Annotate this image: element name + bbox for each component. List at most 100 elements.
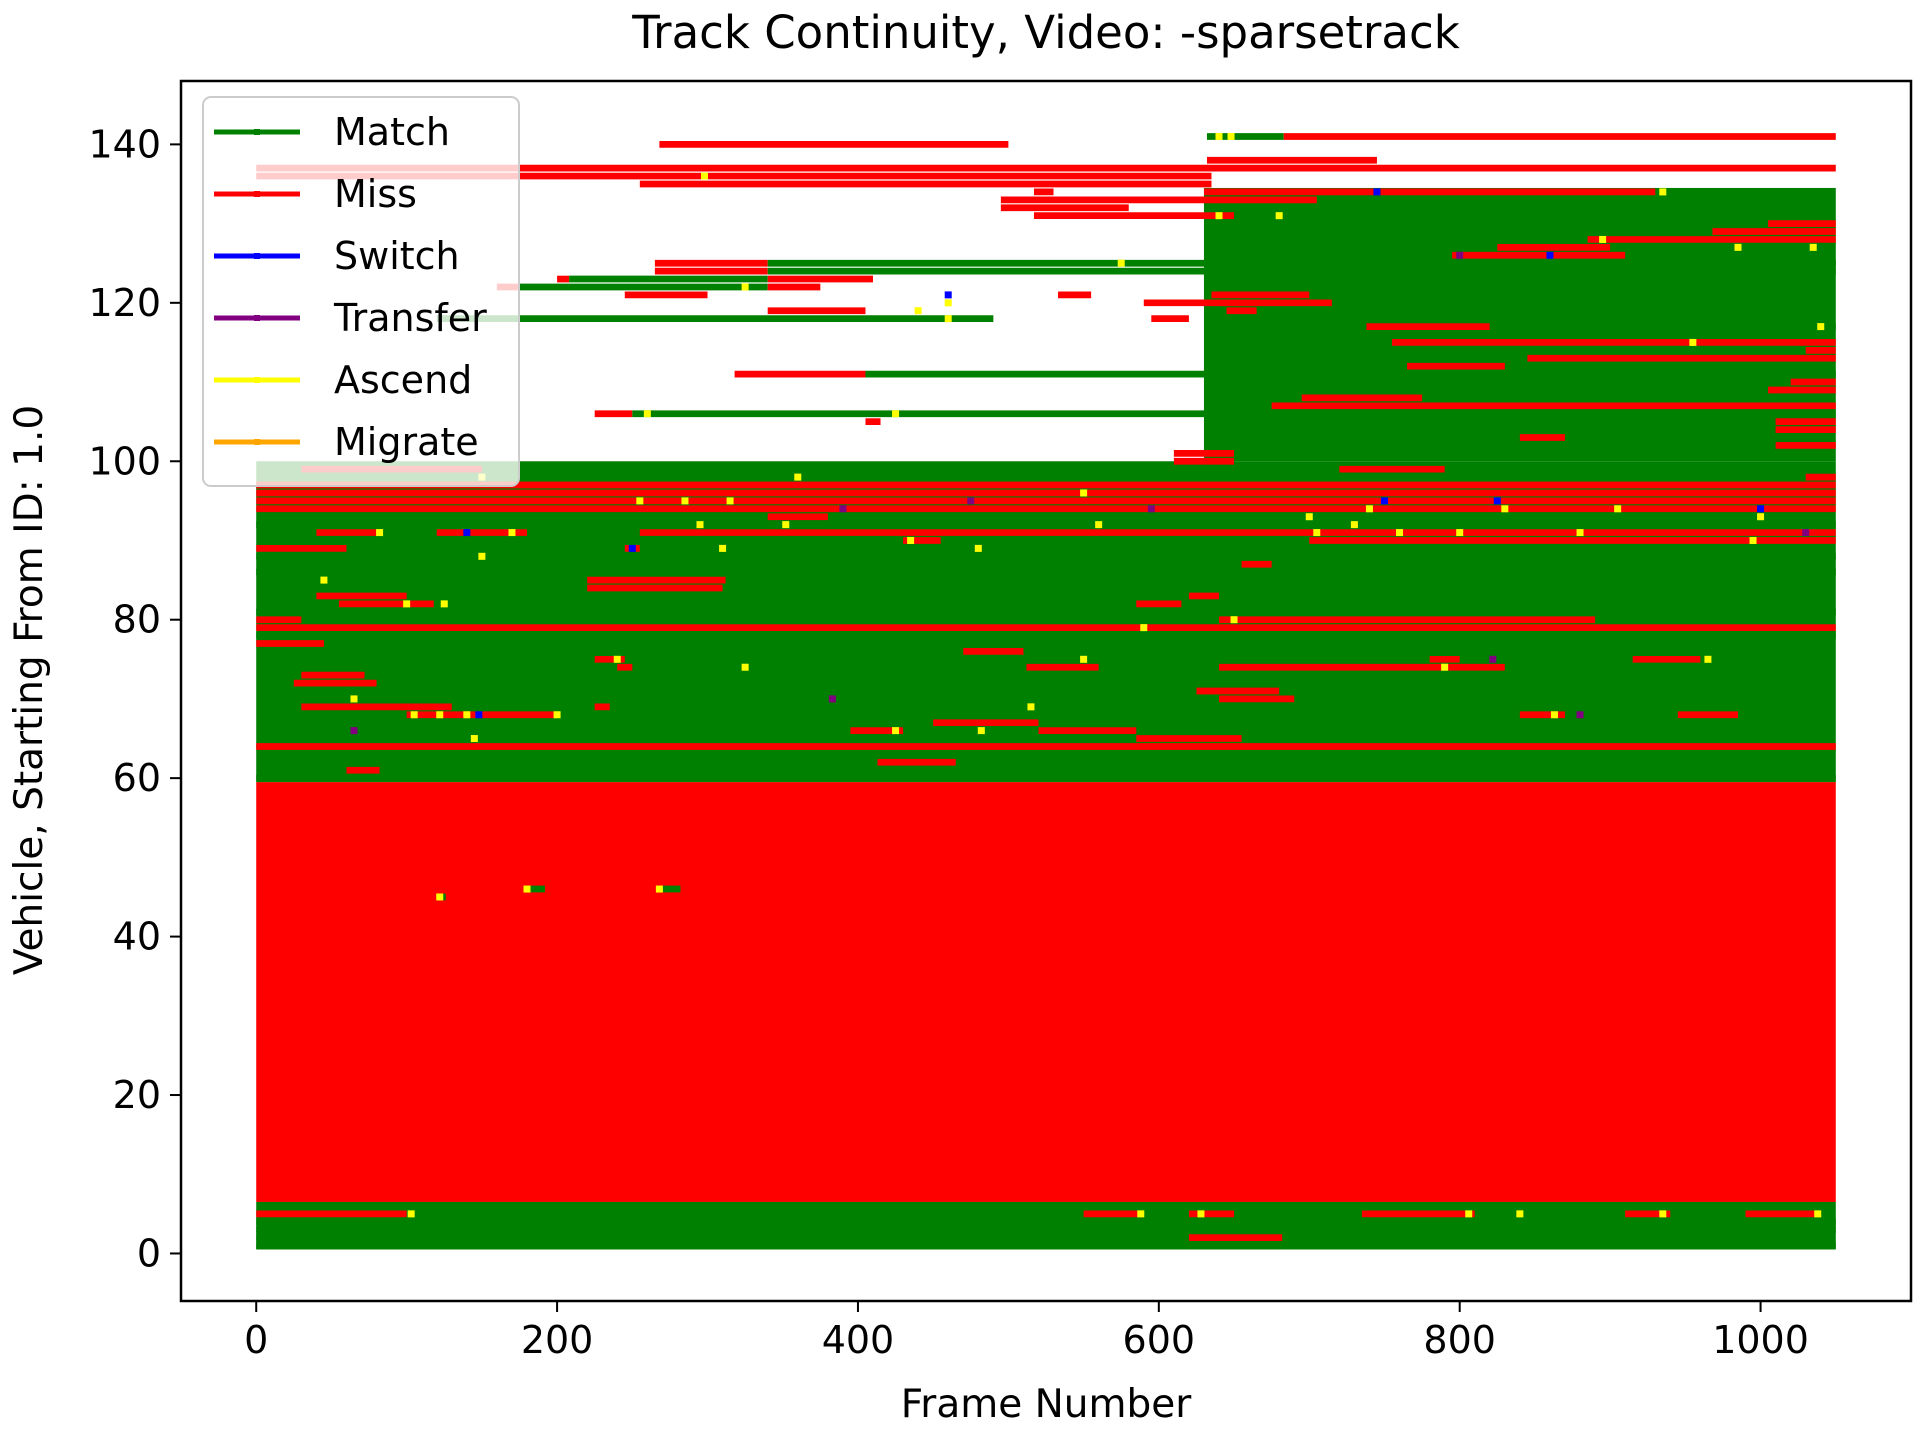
event-ascend-33 xyxy=(440,600,448,608)
event-ascend-88 xyxy=(1659,188,1667,196)
event-ascend-50 xyxy=(782,521,790,529)
event-ascend-5 xyxy=(1659,1210,1667,1218)
legend-marker-miss xyxy=(254,191,260,197)
event-switch-65 xyxy=(1380,497,1388,505)
event-ascend-12 xyxy=(892,727,900,735)
event-ascend-1 xyxy=(1137,1210,1145,1218)
event-ascend-61 xyxy=(636,497,644,505)
event-switch-66 xyxy=(1493,497,1501,505)
event-ascend-19 xyxy=(1550,711,1558,719)
event-ascend-47 xyxy=(1749,536,1757,544)
event-ascend-7 xyxy=(436,893,444,901)
y-axis-title: Vehicle, Starting From ID: 1.0 xyxy=(7,405,52,975)
event-ascend-16 xyxy=(463,711,471,719)
event-ascend-24 xyxy=(741,663,749,671)
y-axis-ticks: 0 20 40 60 80 100 120 140 xyxy=(88,122,181,1275)
legend-label-miss: Miss xyxy=(334,172,417,216)
legend-label-match: Match xyxy=(334,110,450,154)
marks-events xyxy=(320,132,1825,1218)
event-ascend-8 xyxy=(523,885,531,893)
event-ascend-18 xyxy=(553,711,561,719)
y-tick-label-100: 100 xyxy=(88,439,161,483)
event-ascend-86 xyxy=(1275,212,1283,220)
event-ascend-52 xyxy=(1350,521,1358,529)
event-ascend-31 xyxy=(1230,616,1238,624)
y-tick-label-60: 60 xyxy=(113,756,161,800)
event-ascend-75 xyxy=(914,307,922,315)
event-ascend-13 xyxy=(977,727,985,735)
y-tick-label-0: 0 xyxy=(137,1231,161,1275)
x-tick-label-800: 800 xyxy=(1423,1318,1496,1362)
x-axis-ticks: 0 200 400 600 800 1000 xyxy=(244,1301,1809,1362)
event-ascend-35 xyxy=(478,552,486,560)
track-block-match-2 xyxy=(256,1201,1836,1250)
event-transfer-22 xyxy=(828,695,836,703)
event-ascend-3 xyxy=(1465,1210,1473,1218)
x-axis-title: Frame Number xyxy=(901,1382,1193,1427)
legend-marker-ascend xyxy=(254,377,260,383)
event-ascend-83 xyxy=(1734,243,1742,251)
legend-items: Match Miss Switch Transfer Ascend Migrate xyxy=(214,110,487,464)
event-ascend-26 xyxy=(613,655,621,663)
event-ascend-79 xyxy=(1117,259,1125,267)
plot-area xyxy=(256,132,1836,1250)
event-ascend-10 xyxy=(470,735,478,743)
event-ascend-85 xyxy=(1215,212,1223,220)
event-transfer-55 xyxy=(1147,505,1155,513)
x-tick-label-1000: 1000 xyxy=(1712,1318,1809,1362)
event-ascend-72 xyxy=(1689,338,1697,346)
event-switch-38 xyxy=(628,544,636,552)
event-ascend-53 xyxy=(1757,513,1765,521)
event-transfer-11 xyxy=(350,727,358,735)
event-ascend-44 xyxy=(1396,529,1404,537)
event-transfer-64 xyxy=(967,497,975,505)
event-ascend-27 xyxy=(1080,655,1088,663)
event-ascend-62 xyxy=(681,497,689,505)
event-ascend-40 xyxy=(376,529,384,537)
y-tick-label-20: 20 xyxy=(113,1073,161,1117)
x-tick-label-0: 0 xyxy=(244,1318,268,1362)
legend-marker-migrate xyxy=(254,439,260,445)
event-ascend-58 xyxy=(1501,505,1509,513)
event-ascend-39 xyxy=(907,536,915,544)
x-tick-label-200: 200 xyxy=(521,1318,594,1362)
event-ascend-21 xyxy=(1027,703,1035,711)
legend-label-transfer: Transfer xyxy=(333,296,487,340)
event-ascend-23 xyxy=(350,695,358,703)
y-tick-label-40: 40 xyxy=(113,915,161,959)
event-ascend-45 xyxy=(1456,529,1464,537)
event-ascend-51 xyxy=(1095,521,1103,529)
event-ascend-70 xyxy=(643,410,651,418)
event-ascend-89 xyxy=(701,172,709,180)
event-ascend-15 xyxy=(436,711,444,719)
event-ascend-36 xyxy=(974,544,982,552)
event-switch-60 xyxy=(1757,505,1765,513)
event-ascend-2 xyxy=(1197,1210,1205,1218)
event-ascend-59 xyxy=(1614,505,1622,513)
event-switch-81 xyxy=(1546,251,1554,259)
legend-label-migrate: Migrate xyxy=(334,420,479,464)
event-ascend-0 xyxy=(407,1210,415,1218)
event-ascend-9 xyxy=(655,885,663,893)
plot-frame xyxy=(179,79,1913,1303)
event-ascend-74 xyxy=(944,315,952,323)
event-ascend-73 xyxy=(1817,323,1825,331)
legend-label-switch: Switch xyxy=(334,234,460,278)
event-ascend-25 xyxy=(1441,663,1449,671)
x-tick-label-600: 600 xyxy=(1123,1318,1196,1362)
legend-label-ascend: Ascend xyxy=(334,358,472,402)
y-tick-label-80: 80 xyxy=(113,598,161,642)
event-ascend-84 xyxy=(1809,243,1817,251)
event-ascend-6 xyxy=(1814,1210,1822,1218)
y-tick-label-120: 120 xyxy=(88,281,161,325)
legend-marker-match xyxy=(254,129,260,135)
legend-marker-transfer xyxy=(254,315,260,321)
event-ascend-63 xyxy=(726,497,734,505)
event-ascend-46 xyxy=(1576,529,1584,537)
event-ascend-28 xyxy=(1704,655,1712,663)
event-switch-87 xyxy=(1373,188,1381,196)
event-ascend-76 xyxy=(944,299,952,307)
event-transfer-29 xyxy=(1489,655,1497,663)
event-ascend-80 xyxy=(1599,235,1607,243)
y-tick-label-140: 140 xyxy=(88,122,161,166)
